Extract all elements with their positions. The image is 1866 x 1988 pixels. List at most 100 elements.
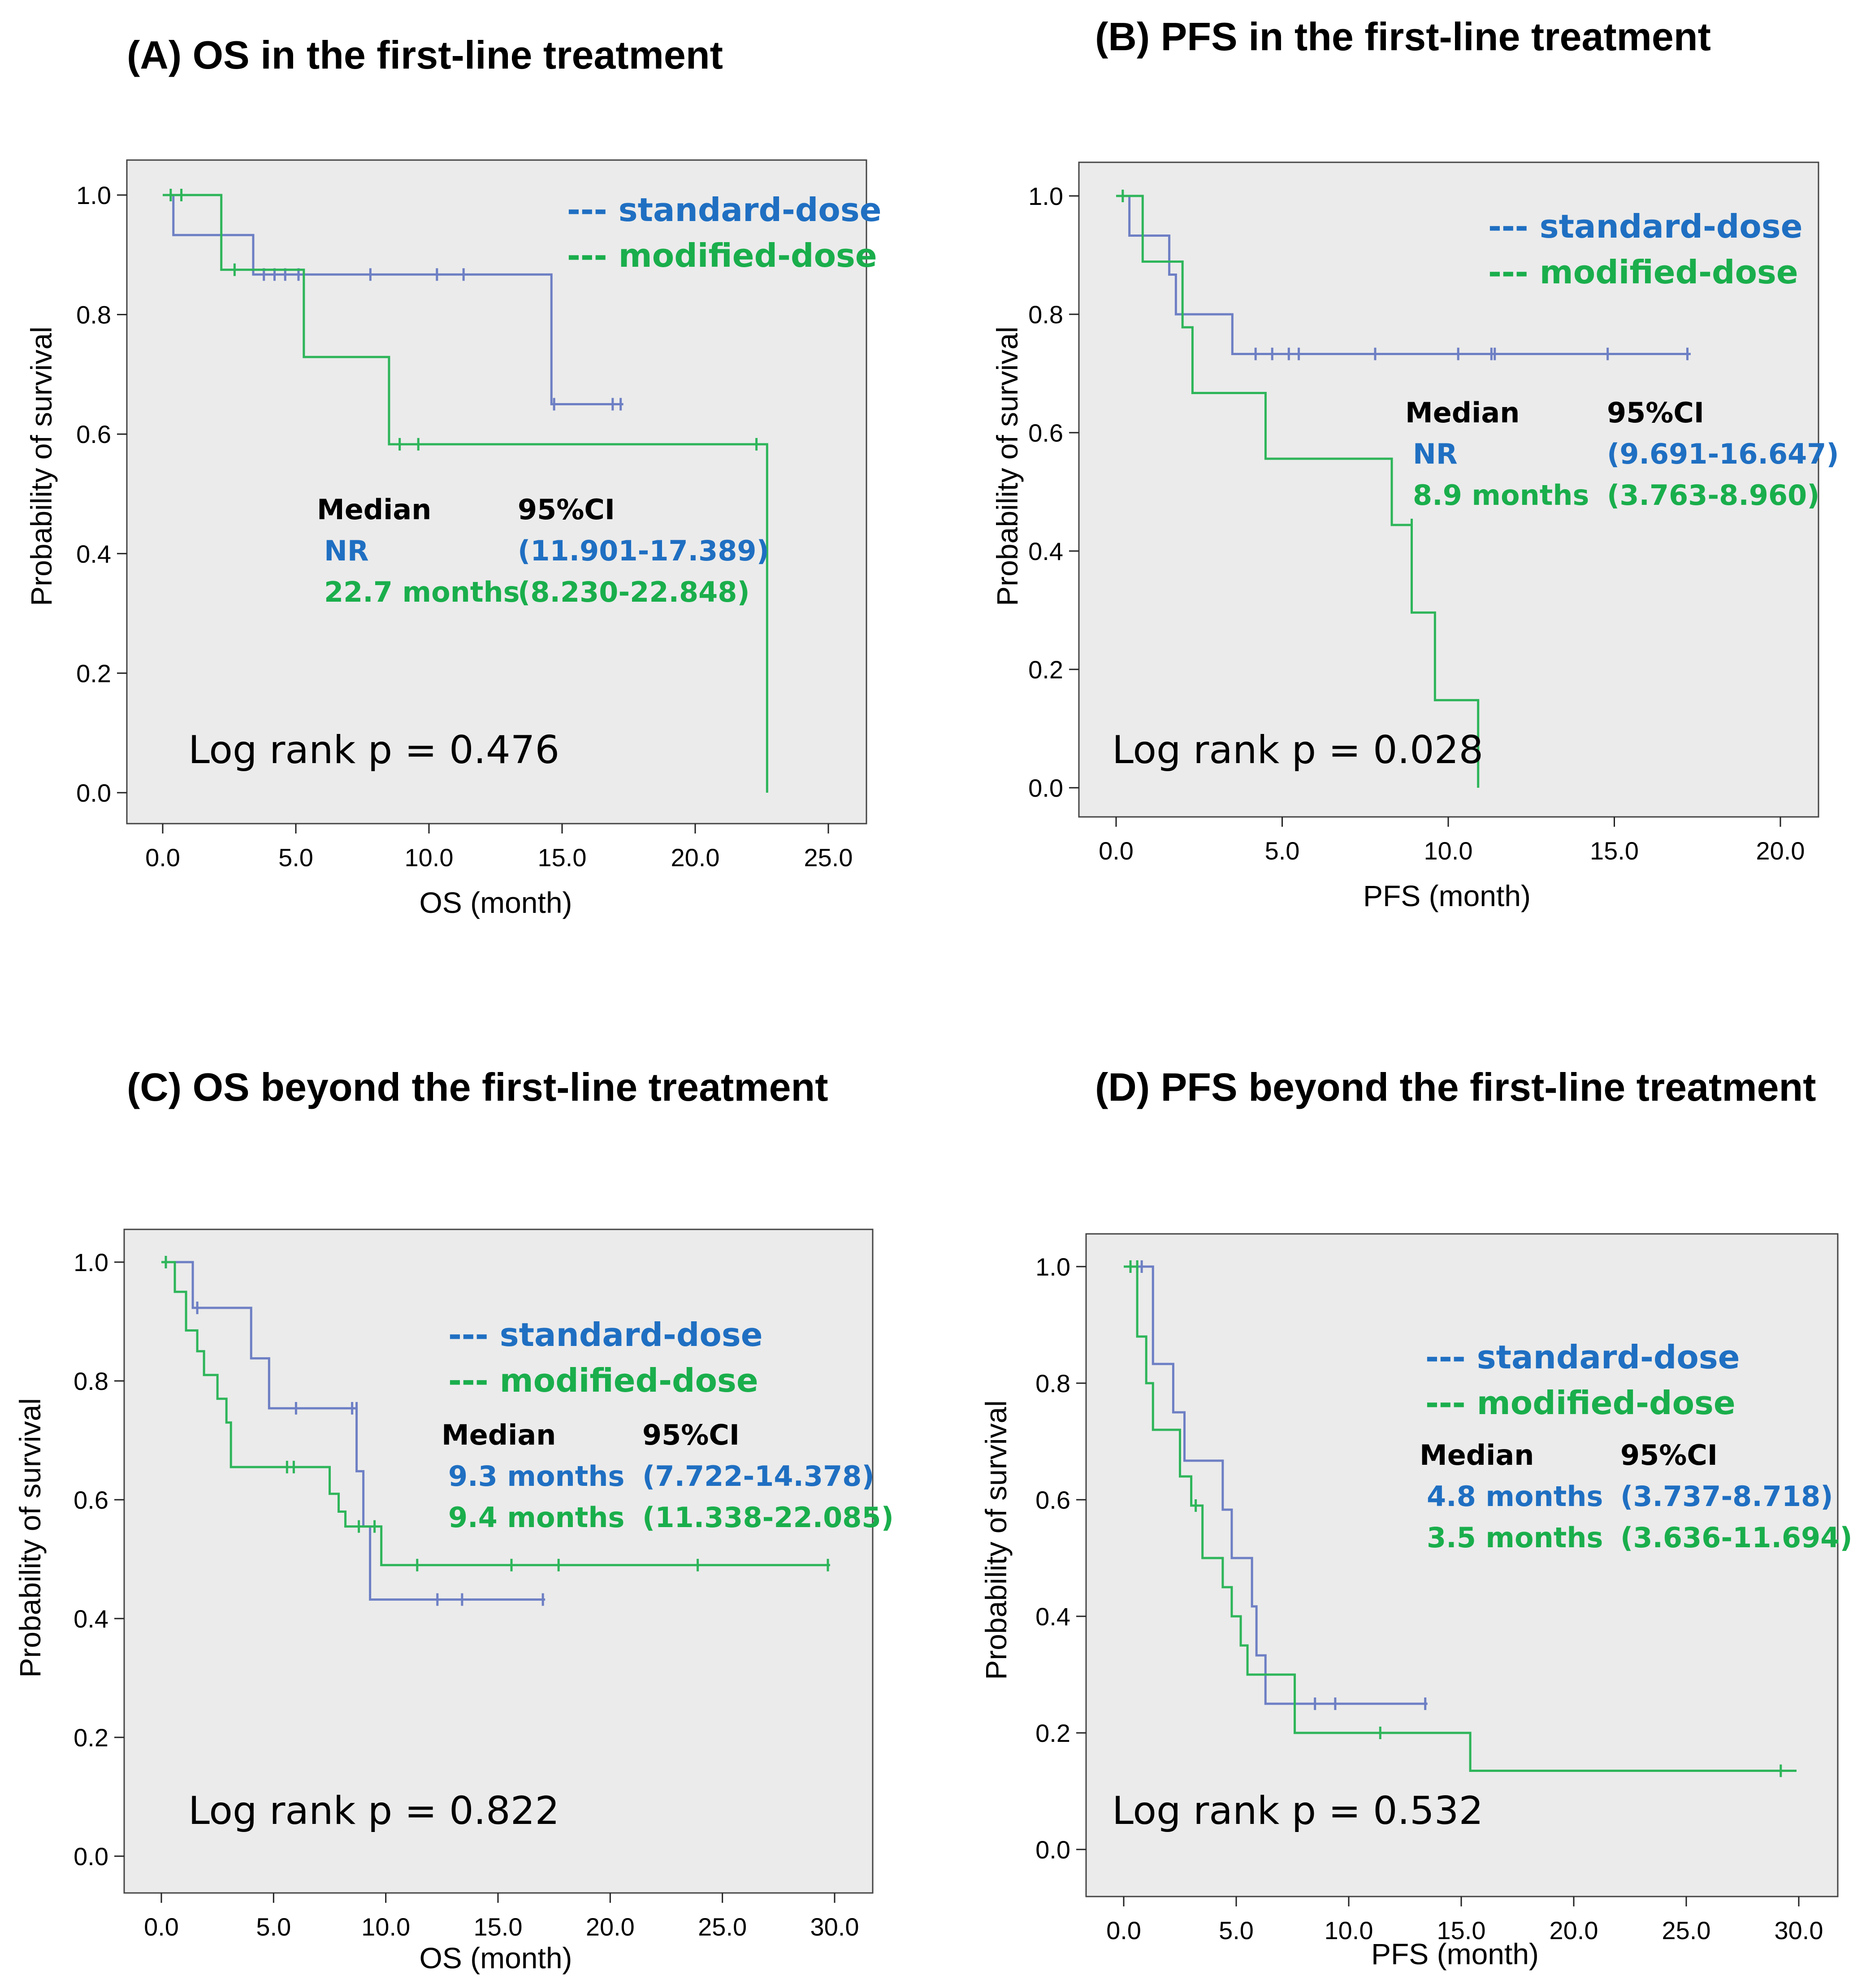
x-tick-label: 25.0 bbox=[1662, 1916, 1711, 1945]
panel-title: (A) OS in the first-line treatment bbox=[127, 33, 723, 77]
panel-title: (B) PFS in the first-line treatment bbox=[1095, 14, 1711, 59]
stat-median-modified: 9.4 months bbox=[448, 1501, 624, 1534]
y-tick-label: 0.6 bbox=[76, 420, 111, 448]
x-tick-label: 0.0 bbox=[1099, 837, 1134, 865]
x-tick-label: 20.0 bbox=[1756, 837, 1805, 865]
x-tick-label: 10.0 bbox=[361, 1913, 410, 1941]
x-tick-label: 0.0 bbox=[145, 843, 180, 872]
stat-ci-standard: (9.691-16.647) bbox=[1607, 438, 1839, 470]
stat-median-modified: 8.9 months bbox=[1413, 479, 1589, 512]
x-tick-label: 10.0 bbox=[1424, 837, 1473, 865]
y-tick-label: 0.2 bbox=[1028, 655, 1063, 684]
km-curve-standard-dose bbox=[163, 194, 623, 406]
y-axis-label: Probability of survival bbox=[25, 326, 58, 606]
x-tick-label: 15.0 bbox=[474, 1913, 523, 1941]
legend-modified-dose: --- modified-dose bbox=[1425, 1384, 1736, 1422]
x-tick-label: 15.0 bbox=[1590, 837, 1639, 865]
x-tick-label: 0.0 bbox=[144, 1913, 179, 1941]
y-axis-label: Probability of survival bbox=[979, 1400, 1013, 1680]
y-tick-label: 0.8 bbox=[76, 301, 111, 329]
km-curve-modified-dose bbox=[1116, 195, 1480, 788]
y-tick-label: 0.2 bbox=[74, 1723, 108, 1752]
stat-ci-modified: (8.230-22.848) bbox=[518, 576, 750, 608]
panel-a: (A) OS in the first-line treatment Proba… bbox=[25, 33, 882, 919]
x-tick-label: 25.0 bbox=[804, 843, 853, 872]
legend-standard-dose: --- standard-dose bbox=[567, 191, 882, 229]
km-curve-modified-dose bbox=[163, 194, 768, 793]
y-tick-label: 0.4 bbox=[74, 1605, 108, 1633]
plot-area bbox=[1078, 161, 1819, 818]
stat-ci-modified: (3.636-11.694) bbox=[1620, 1521, 1853, 1554]
stat-median-standard: NR bbox=[324, 534, 369, 567]
x-axis-label: OS (month) bbox=[419, 886, 572, 919]
y-tick-label: 1.0 bbox=[1028, 182, 1063, 210]
legend-standard-dose: --- standard-dose bbox=[1488, 208, 1803, 245]
km-curve-modified-dose bbox=[161, 1261, 830, 1567]
x-tick-label: 10.0 bbox=[1325, 1916, 1373, 1945]
x-axis-label: PFS (month) bbox=[1371, 1937, 1539, 1971]
y-tick-label: 0.8 bbox=[74, 1367, 108, 1395]
stats-header-ci: 95%CI bbox=[1607, 396, 1704, 429]
y-tick-label: 0.6 bbox=[74, 1486, 108, 1514]
stat-median-modified: 22.7 months bbox=[324, 576, 520, 608]
x-tick-label: 20.0 bbox=[671, 843, 720, 872]
stats-header-median: Median bbox=[317, 493, 431, 526]
y-axis-label: Probability of survival bbox=[13, 1398, 47, 1678]
legend-modified-dose: --- modified-dose bbox=[1488, 253, 1798, 291]
stat-ci-modified: (3.763-8.960) bbox=[1607, 479, 1820, 512]
log-rank-p: Log rank p = 0.822 bbox=[188, 1788, 559, 1833]
plot-area bbox=[1085, 1233, 1839, 1897]
y-axis-label: Probability of survival bbox=[991, 326, 1024, 606]
stats-header-ci: 95%CI bbox=[518, 493, 615, 526]
x-tick-label: 0.0 bbox=[1106, 1916, 1141, 1945]
y-tick-label: 0.0 bbox=[76, 779, 111, 807]
y-tick-label: 0.4 bbox=[1028, 537, 1063, 565]
legend-standard-dose: --- standard-dose bbox=[448, 1316, 763, 1354]
y-tick-label: 0.2 bbox=[76, 659, 111, 687]
stats-header-median: Median bbox=[1420, 1439, 1534, 1471]
y-tick-label: 0.6 bbox=[1028, 419, 1063, 447]
y-tick-label: 0.8 bbox=[1035, 1369, 1070, 1398]
panel-title: (D) PFS beyond the first-line treatment bbox=[1095, 1065, 1816, 1109]
panel-d: (D) PFS beyond the first-line treatment … bbox=[979, 1065, 1853, 1971]
stat-median-standard: 4.8 months bbox=[1427, 1480, 1603, 1513]
stats-header-ci: 95%CI bbox=[642, 1419, 740, 1451]
x-tick-label: 5.0 bbox=[278, 843, 313, 872]
x-tick-label: 15.0 bbox=[538, 843, 587, 872]
x-tick-label: 30.0 bbox=[1775, 1916, 1823, 1945]
legend-standard-dose: --- standard-dose bbox=[1425, 1338, 1740, 1376]
stats-header-median: Median bbox=[442, 1419, 556, 1451]
panel-c: (C) OS beyond the first-line treatment P… bbox=[13, 1065, 894, 1975]
km-curve-standard-dose bbox=[1116, 195, 1691, 355]
y-tick-label: 1.0 bbox=[74, 1248, 108, 1276]
x-tick-label: 10.0 bbox=[405, 843, 454, 872]
x-tick-label: 25.0 bbox=[698, 1913, 747, 1941]
x-axis-label: PFS (month) bbox=[1363, 879, 1531, 912]
y-tick-label: 1.0 bbox=[76, 181, 111, 209]
y-tick-label: 0.8 bbox=[1028, 300, 1063, 329]
x-tick-label: 20.0 bbox=[1550, 1916, 1598, 1945]
log-rank-p: Log rank p = 0.028 bbox=[1112, 728, 1483, 773]
x-tick-label: 30.0 bbox=[810, 1913, 859, 1941]
y-tick-label: 0.6 bbox=[1035, 1486, 1070, 1514]
x-tick-label: 5.0 bbox=[1265, 837, 1300, 865]
y-tick-label: 0.0 bbox=[1028, 774, 1063, 802]
stats-header-median: Median bbox=[1405, 396, 1520, 429]
panel-b: (B) PFS in the first-line treatment Prob… bbox=[991, 14, 1839, 912]
x-tick-label: 20.0 bbox=[586, 1913, 635, 1941]
legend-modified-dose: --- modified-dose bbox=[567, 237, 877, 274]
y-tick-label: 0.0 bbox=[1035, 1836, 1070, 1864]
plot-area bbox=[123, 1228, 874, 1894]
stat-median-standard: 9.3 months bbox=[448, 1460, 624, 1493]
legend-modified-dose: --- modified-dose bbox=[448, 1362, 758, 1399]
y-tick-label: 0.0 bbox=[74, 1842, 108, 1871]
stat-ci-standard: (7.722-14.378) bbox=[642, 1460, 875, 1493]
km-curve-standard-dose bbox=[1124, 1265, 1428, 1705]
y-tick-label: 0.4 bbox=[76, 540, 111, 568]
y-tick-label: 0.4 bbox=[1035, 1602, 1070, 1631]
y-tick-label: 0.2 bbox=[1035, 1719, 1070, 1747]
x-tick-label: 5.0 bbox=[1219, 1916, 1254, 1945]
panel-title: (C) OS beyond the first-line treatment bbox=[127, 1065, 828, 1109]
x-tick-label: 5.0 bbox=[256, 1913, 291, 1941]
